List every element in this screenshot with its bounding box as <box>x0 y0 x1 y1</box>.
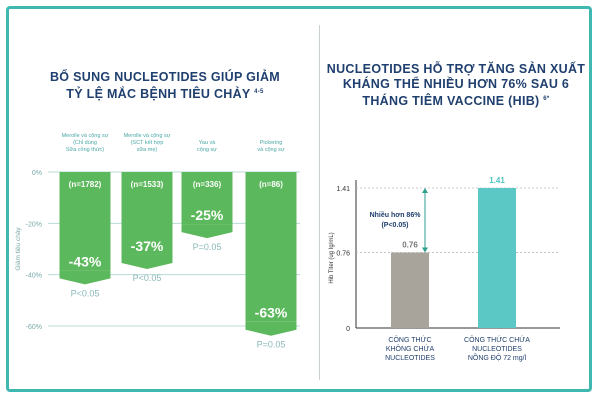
right-title-line-2: KHÁNG THỂ NHIỀU HƠN 76% SAU 6 <box>342 77 570 91</box>
p-value-label: P<0.05 <box>71 288 100 298</box>
left-title-line-1: BỔ SUNG NUCLEOTIDES GIÚP GIẢM <box>49 70 280 84</box>
p-value-label: P=0.05 <box>193 242 222 252</box>
bar-tip <box>121 254 173 269</box>
figure-frame <box>6 6 592 392</box>
p-value-label: P=0.05 <box>257 340 286 350</box>
left-title-superscript: 4-5 <box>254 89 264 95</box>
y-tick-label: 0% <box>32 170 42 177</box>
y-axis-label: Giảm tiêu chảy <box>15 227 22 271</box>
bar-tip <box>59 270 111 285</box>
data-label: -43% <box>69 253 102 269</box>
category-label: Yau và <box>199 140 217 146</box>
sample-size-label: (n=1533) <box>131 180 164 189</box>
category-label: Sữa công thức) <box>66 147 104 153</box>
left-chart-title: BỔ SUNG NUCLEOTIDES GIÚP GIẢM TỶ LỆ MẮC … <box>30 70 300 102</box>
data-label: -37% <box>131 238 164 254</box>
y-tick-label: -20% <box>26 221 42 228</box>
p-value-label: P<0.05 <box>133 273 162 283</box>
right-title-line-3: THÁNG TIÊM VACCINE (HIB) 6* <box>362 94 550 109</box>
data-label: -63% <box>255 305 288 321</box>
right-title-line-1: NUCLEOTIDES HỖ TRỢ TĂNG SẢN XUẤT <box>326 62 586 76</box>
sample-size-label: (n=1782) <box>69 180 102 189</box>
category-label: sữa mẹ) <box>137 147 158 153</box>
y-tick-label: -60% <box>26 324 42 331</box>
category-label: Merolle và cộng sự <box>124 133 171 139</box>
data-label: -25% <box>191 207 224 223</box>
sample-size-label: (n=86) <box>259 180 283 189</box>
category-label: và cộng sự <box>257 147 285 153</box>
category-label: (Chỉ dùng <box>73 139 97 146</box>
category-label: Merolle và cộng sự <box>62 133 109 139</box>
bar <box>181 172 233 225</box>
bar-tip <box>181 224 233 239</box>
bar <box>121 172 173 255</box>
category-label: (SCT kết hợp <box>131 140 164 146</box>
bar <box>245 172 297 322</box>
category-label: Pickering <box>260 140 283 146</box>
diarrhea-reduction-chart: 0% -20% -40% -60% Giảm tiêu chảy Merolle và c… <box>15 133 300 350</box>
right-chart-title: NUCLEOTIDES HỖ TRỢ TĂNG SẢN XUẤT KHÁNG T… <box>325 62 587 109</box>
category-label: cộng sự <box>197 147 217 153</box>
left-title-line-2: TỶ LỆ MẮC BỆNH TIÊU CHẢY 4-5 <box>66 87 264 102</box>
bar-tip <box>245 321 297 336</box>
y-tick-label: -40% <box>26 273 42 280</box>
bar <box>59 172 111 271</box>
panel-divider <box>319 25 320 380</box>
sample-size-label: (n=336) <box>193 180 222 189</box>
right-title-superscript: 6* <box>543 96 550 102</box>
